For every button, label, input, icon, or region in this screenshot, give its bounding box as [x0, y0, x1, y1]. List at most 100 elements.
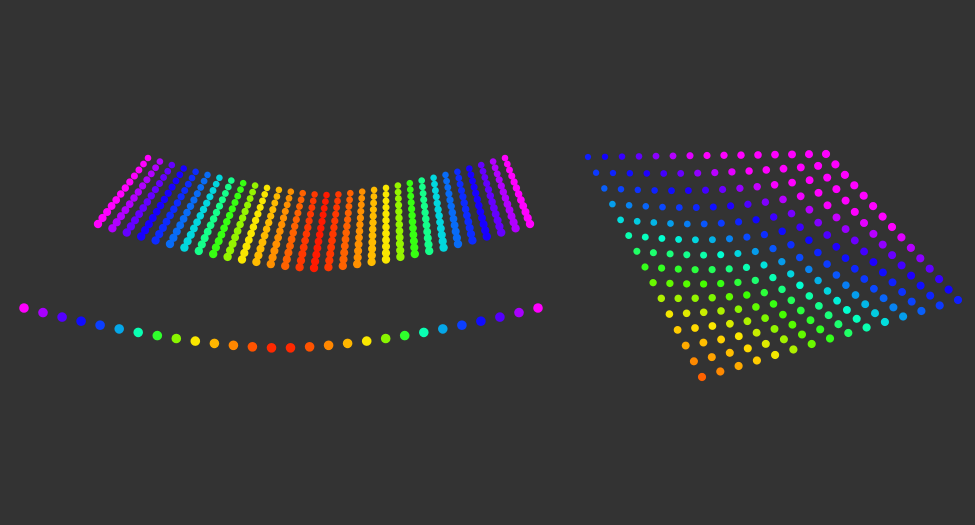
- sheet-point: [395, 220, 404, 229]
- sheet-point: [334, 197, 341, 205]
- sheet-point: [770, 180, 779, 189]
- sheet-point: [675, 204, 683, 211]
- sheet-point: [346, 196, 353, 204]
- sheet-point: [841, 254, 850, 262]
- sheet-point: [156, 201, 165, 210]
- sheet-point: [420, 202, 429, 210]
- sheet-point: [824, 311, 833, 320]
- sheet-point: [708, 293, 716, 302]
- sheet-point: [754, 151, 762, 159]
- sheet-point: [431, 180, 438, 188]
- sheet-point: [771, 350, 780, 360]
- sheet-point: [850, 236, 859, 245]
- sheet-point: [214, 237, 223, 246]
- sheet-point: [345, 202, 353, 210]
- sheet-point: [160, 195, 169, 204]
- sheet-point: [433, 199, 441, 207]
- sheet-point: [823, 231, 832, 239]
- sheet-point: [217, 230, 226, 239]
- sheet-point: [228, 205, 236, 213]
- sheet-point: [907, 271, 916, 280]
- curve-point: [419, 327, 429, 338]
- sheet-point: [422, 221, 431, 230]
- sheet-point: [296, 256, 306, 265]
- sheet-point: [643, 170, 651, 177]
- sheet-point: [323, 191, 330, 199]
- sheet-point: [844, 328, 853, 338]
- sheet-point: [407, 205, 416, 213]
- sheet-point: [236, 220, 244, 229]
- sheet-point: [419, 183, 426, 191]
- sheet-point: [861, 300, 870, 309]
- sheet-point: [925, 264, 934, 273]
- curve-point: [152, 330, 163, 341]
- sheet-point: [601, 153, 609, 160]
- sheet-point: [395, 239, 404, 248]
- sheet-point: [642, 202, 650, 210]
- sheet-point: [196, 212, 205, 220]
- sheet-point: [410, 243, 419, 252]
- sheet-point: [807, 339, 816, 349]
- sheet-point: [126, 178, 134, 186]
- sheet-point: [906, 243, 916, 252]
- sheet-point: [805, 176, 814, 185]
- sheet-point: [314, 237, 323, 246]
- sheet-point: [209, 187, 217, 194]
- sheet-point: [259, 197, 266, 205]
- sheet-point: [779, 335, 788, 344]
- sheet-point: [409, 237, 418, 246]
- sheet-point: [870, 284, 878, 293]
- sheet-point: [209, 215, 218, 223]
- sheet-point: [246, 195, 254, 203]
- sheet-point: [367, 257, 376, 267]
- sheet-point: [832, 271, 841, 279]
- sheet-point: [112, 218, 121, 227]
- sheet-point: [254, 251, 263, 260]
- sheet-point: [382, 236, 390, 244]
- sheet-point: [357, 207, 365, 215]
- sheet-point: [370, 193, 378, 200]
- sheet-point: [324, 263, 333, 272]
- sheet-point: [649, 279, 657, 287]
- sheet-point: [241, 207, 249, 216]
- sheet-point: [395, 207, 403, 216]
- sheet-point: [461, 205, 470, 213]
- sheet-point: [206, 193, 214, 201]
- sheet-point: [231, 233, 240, 242]
- sheet-point: [135, 166, 143, 174]
- sheet-point: [673, 326, 682, 334]
- sheet-point: [832, 213, 841, 222]
- sheet-point: [342, 229, 350, 237]
- sheet-point: [396, 252, 405, 262]
- sheet-point: [887, 222, 897, 232]
- sheet-point: [825, 334, 835, 343]
- sheet-point: [897, 261, 906, 270]
- sheet-point: [510, 178, 518, 186]
- sheet-point: [752, 328, 761, 337]
- sheet-point: [917, 306, 926, 316]
- sheet-point: [455, 174, 463, 182]
- sheet-point: [339, 255, 348, 264]
- sheet-point: [356, 220, 364, 229]
- sheet-point: [353, 253, 362, 262]
- sheet-point: [769, 213, 778, 221]
- sheet-point: [137, 232, 146, 241]
- sheet-point: [407, 192, 415, 200]
- sheet-point: [328, 236, 336, 245]
- sheet-point: [173, 199, 182, 207]
- sheet-point: [879, 294, 888, 303]
- sheet-point: [692, 204, 700, 211]
- sheet-point: [618, 153, 626, 160]
- sheet-point: [344, 209, 352, 217]
- sheet-point: [294, 209, 302, 217]
- curve-point: [323, 340, 334, 351]
- sheet-point: [382, 229, 390, 238]
- sheet-point: [859, 218, 869, 228]
- sheet-point: [186, 230, 195, 239]
- sheet-point: [353, 259, 362, 269]
- sheet-point: [368, 231, 377, 240]
- sheet-point: [753, 182, 761, 191]
- curve-point: [76, 316, 86, 327]
